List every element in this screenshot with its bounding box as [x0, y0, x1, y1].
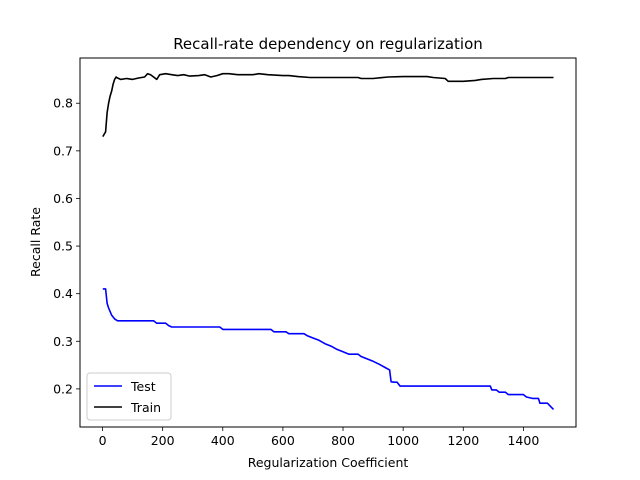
x-tick-label: 1200	[447, 433, 479, 448]
series-line-test	[102, 288, 555, 410]
y-tick-label: 0.3	[53, 334, 73, 349]
x-tick-label: 1000	[387, 433, 419, 448]
y-tick-label: 0.8	[53, 96, 73, 111]
series-line-train	[102, 72, 554, 138]
y-tick-label: 0.4	[53, 286, 73, 301]
x-tick-label: 400	[211, 433, 235, 448]
y-tick-label: 0.5	[53, 239, 73, 254]
plot-area-frame	[79, 57, 577, 428]
x-tick-label: 600	[271, 433, 295, 448]
legend-label-test: Test	[130, 379, 156, 394]
legend-label-train: Train	[130, 400, 161, 415]
chart-title: Recall-rate dependency on regularization	[173, 35, 483, 53]
legend: Test Train	[86, 372, 172, 421]
x-tick-label: 200	[151, 433, 175, 448]
legend-box	[86, 372, 172, 421]
x-tick-label: 1400	[507, 433, 539, 448]
x-tick-label: 0	[99, 433, 107, 448]
y-tick-label: 0.7	[53, 143, 73, 158]
x-tick-label: 800	[331, 433, 355, 448]
y-axis-title: Recall Rate	[28, 207, 43, 277]
y-tick-label: 0.6	[53, 191, 73, 206]
y-axis-ticks: 0.2 0.3 0.4 0.5 0.6 0.7 0.8	[53, 96, 80, 396]
y-tick-label: 0.2	[53, 381, 73, 396]
series-layer	[102, 72, 555, 410]
x-axis-ticks: 0 200 400 600 800 1000 1200 1400	[99, 427, 539, 448]
x-axis-title: Regularization Coefficient	[248, 455, 409, 470]
